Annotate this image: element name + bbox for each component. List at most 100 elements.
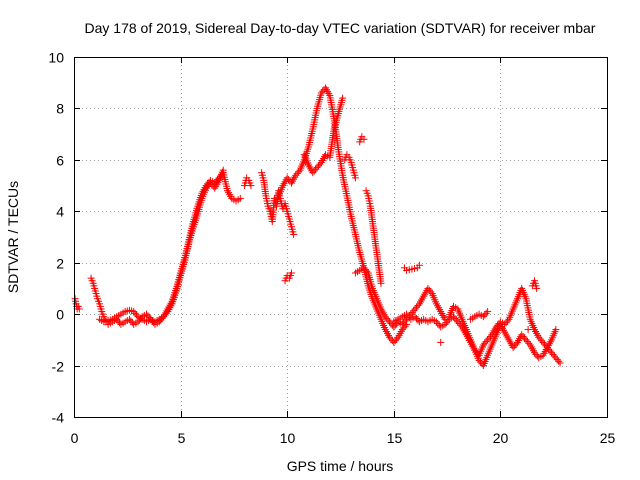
data-point [283,174,291,182]
data-point [475,356,483,364]
data-point [134,318,142,326]
data-point [386,333,394,341]
data-point [482,309,490,317]
x-tick-label: 25 [600,430,616,446]
data-point [313,164,321,172]
data-point [509,344,517,352]
data-point [442,319,450,327]
data-point [314,162,322,170]
data-point [481,311,489,319]
data-point [295,168,303,176]
data-point [316,160,324,168]
data-point [144,312,152,320]
data-point [521,334,529,342]
data-point [424,284,432,292]
plot-frame [74,57,608,418]
data-point [444,317,452,325]
chart-title: Day 178 of 2019, Sidereal Day-to-day VTE… [85,20,596,36]
data-point [413,314,421,322]
data-point [484,308,492,316]
data-point [553,356,561,364]
y-tick-label: 2 [56,256,64,272]
data-point [415,261,423,269]
y-tick-label: 6 [56,153,64,169]
data-point [523,338,531,346]
data-point [148,317,156,325]
y-tick-label: -4 [52,410,65,426]
data-point [202,184,210,192]
data-point [512,340,520,348]
data-point [113,315,121,323]
data-point [219,166,227,174]
y-tick-label: 10 [48,50,64,66]
data-point [536,335,544,343]
data-point [339,94,347,102]
data-point [432,318,440,326]
data-point [383,314,391,322]
data-point [127,317,135,325]
data-point [425,286,433,294]
data-point [548,349,556,357]
data-point [290,230,298,238]
data-point [142,310,150,318]
data-point [413,303,421,311]
data-point [552,354,560,362]
data-point [484,336,492,344]
data-point [502,319,510,327]
data-point [411,305,419,313]
data-point [522,336,530,344]
data-point [404,312,412,320]
data-point [133,311,141,319]
data-point [130,308,138,316]
data-point [441,320,449,328]
data-point [535,333,543,341]
grid [74,57,607,417]
x-axis-label: GPS time / hours [287,458,394,474]
data-point [411,313,419,321]
data-point [479,341,487,349]
y-tick-label: 0 [56,307,64,323]
data-point [160,313,168,321]
data-point [400,319,408,327]
y-tick-label: -2 [52,359,65,375]
data-point [384,316,392,324]
data-point [401,317,409,325]
data-point [518,331,526,339]
x-tick-label: 10 [280,430,296,446]
data-point [360,264,368,272]
data-point [131,309,139,317]
data-point [539,338,547,346]
data-point [555,357,563,365]
data-point [556,359,564,367]
x-tick-label: 15 [387,430,403,446]
data-point [511,342,519,350]
y-tick-label: 4 [56,204,64,220]
data-point [360,135,368,143]
data-point [525,339,533,347]
data-point [312,165,320,173]
data-point [145,314,153,322]
data-point [361,266,369,274]
data-point [157,316,165,324]
data-point [533,284,541,292]
data-point [391,321,399,329]
data-point [363,267,371,275]
data-point [408,308,416,316]
data-point [391,337,399,345]
data-point [317,89,325,97]
data-point [477,358,485,366]
data-point [293,170,301,178]
data-point [75,305,83,313]
data-point [309,169,317,177]
y-tick-label: 8 [56,101,64,117]
data-point [410,307,418,315]
data-point [125,315,133,323]
x-tick-label: 5 [178,430,186,446]
data-point [550,352,558,360]
data-point [524,326,532,334]
data-point [155,318,163,326]
data-point [114,317,122,325]
data-point [414,302,422,310]
data-point [351,174,359,182]
data-point [247,182,255,190]
